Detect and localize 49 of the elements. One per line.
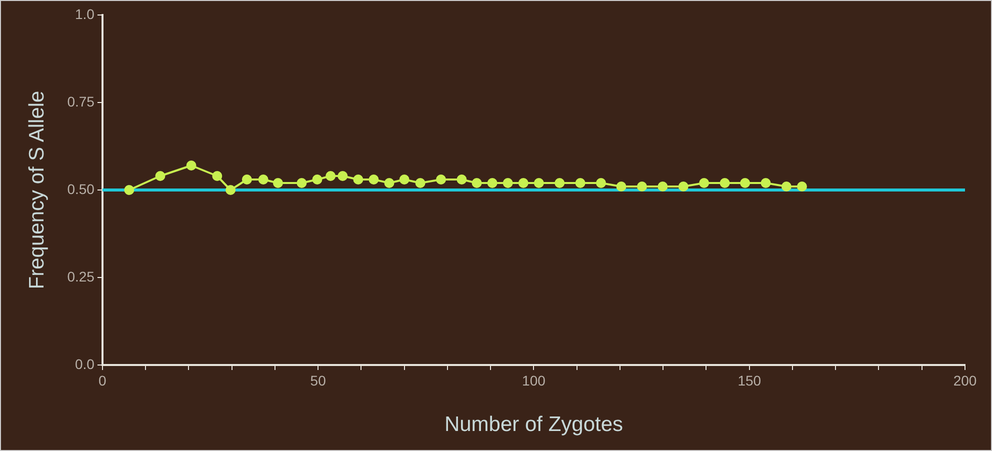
- point: [258, 174, 268, 184]
- point: [242, 174, 252, 184]
- point: [384, 178, 394, 188]
- x-tick-label: 0: [98, 372, 107, 388]
- point: [554, 178, 565, 188]
- point: [658, 182, 668, 192]
- point: [226, 185, 236, 195]
- point: [272, 178, 283, 188]
- x-tick-label: 50: [310, 372, 326, 388]
- point: [155, 171, 166, 181]
- point: [472, 178, 482, 188]
- point: [740, 178, 750, 188]
- y-axis-title: Frequency of S Allele: [25, 90, 48, 290]
- point: [596, 178, 606, 188]
- point: [456, 174, 467, 184]
- y-tick-label: 0.0: [74, 356, 95, 372]
- point: [487, 178, 498, 188]
- point: [399, 174, 410, 184]
- point: [781, 182, 792, 192]
- point: [368, 174, 379, 184]
- y-tick-label: 1.0: [74, 6, 95, 22]
- point: [796, 182, 807, 192]
- x-axis-title: Number of Zygotes: [444, 413, 624, 436]
- point: [575, 178, 586, 188]
- point: [502, 178, 513, 188]
- point: [636, 182, 647, 192]
- x-tick-label: 200: [953, 372, 977, 388]
- point: [353, 174, 364, 184]
- point: [534, 178, 544, 188]
- point: [124, 185, 134, 195]
- point: [678, 182, 688, 192]
- y-tick-label: 0.25: [67, 268, 95, 284]
- point: [760, 178, 771, 188]
- point: [338, 171, 348, 181]
- point: [436, 174, 446, 184]
- point: [699, 178, 710, 188]
- point: [720, 178, 730, 188]
- x-tick-label: 150: [738, 372, 762, 388]
- point: [296, 178, 307, 188]
- point: [518, 178, 528, 188]
- point: [616, 182, 626, 192]
- point: [326, 171, 336, 181]
- point: [186, 160, 196, 170]
- point: [312, 174, 322, 184]
- point: [212, 171, 222, 181]
- x-tick-label: 100: [522, 372, 546, 388]
- y-tick-label: 0.50: [67, 180, 95, 197]
- y-tick-label: 0.75: [67, 93, 95, 110]
- point: [415, 178, 426, 188]
